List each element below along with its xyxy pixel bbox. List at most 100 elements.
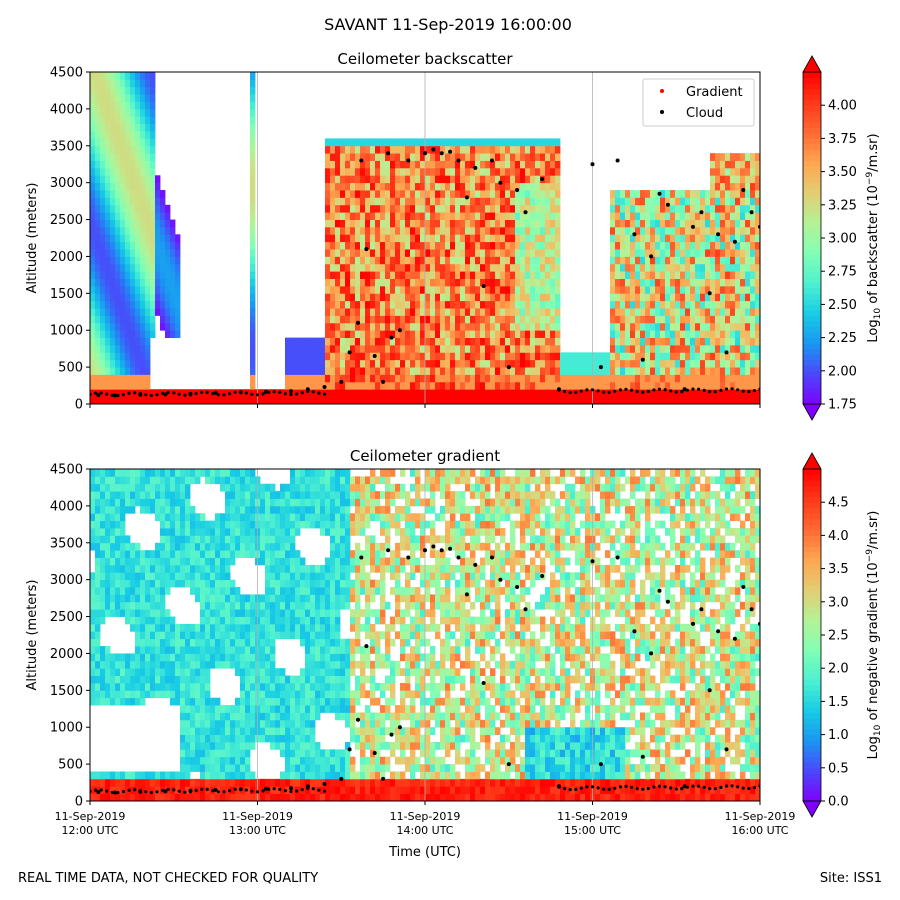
heatmap-cell (415, 374, 421, 383)
heatmap-cell (140, 337, 146, 346)
heatmap-cell (485, 389, 491, 398)
heatmap-cell (520, 396, 526, 404)
heatmap-cell (230, 764, 236, 772)
heatmap-cell (200, 719, 206, 728)
heatmap-cell (660, 389, 666, 398)
heatmap-cell (545, 308, 551, 316)
heatmap-cell (325, 182, 331, 191)
heatmap-cell (170, 300, 176, 309)
heatmap-cell (750, 175, 756, 184)
heatmap-cell (360, 381, 366, 390)
heatmap-cell (465, 241, 471, 250)
heatmap-cell (615, 300, 621, 309)
heatmap-cell (245, 741, 251, 750)
heatmap-cell (465, 396, 471, 404)
heatmap-cell (100, 322, 106, 331)
heatmap-cell (360, 190, 366, 198)
heatmap-cell (610, 219, 616, 228)
heatmap-cell (510, 344, 516, 353)
heatmap-cell (670, 352, 676, 361)
heatmap-cell (505, 300, 511, 309)
heatmap-cell (90, 771, 96, 780)
heatmap-cell (725, 175, 731, 184)
heatmap-cell (480, 197, 486, 206)
heatmap-cell (685, 234, 691, 243)
heatmap-cell (290, 396, 296, 404)
heatmap-cell (625, 190, 631, 198)
heatmap-cell (330, 160, 336, 169)
heatmap-cell (695, 330, 701, 338)
heatmap-cell (285, 381, 291, 390)
heatmap-cell (250, 668, 256, 676)
heatmap-cell (625, 389, 631, 398)
heatmap-cell (120, 564, 126, 573)
heatmap-cell (755, 182, 760, 191)
heatmap-cell (190, 727, 196, 735)
heatmap-cell (95, 675, 101, 684)
heatmap-cell (425, 197, 431, 206)
heatmap-cell (340, 293, 346, 302)
heatmap-cell (95, 594, 101, 603)
heatmap-cell (640, 234, 646, 243)
heatmap-cell (330, 175, 336, 184)
heatmap-cell (225, 491, 231, 499)
heatmap-cell (420, 322, 426, 331)
heatmap-cell (135, 587, 141, 595)
heatmap-cell (720, 389, 726, 398)
heatmap-cell (355, 153, 361, 161)
heatmap-cell (455, 389, 461, 398)
heatmap-cell (430, 352, 436, 361)
heatmap-cell (160, 646, 166, 654)
cloud-point (741, 188, 746, 192)
heatmap-cell (140, 182, 146, 191)
heatmap-cell (290, 367, 296, 375)
heatmap-cell (200, 690, 206, 699)
heatmap-cell (620, 322, 626, 331)
heatmap-cell (230, 778, 236, 787)
heatmap-cell (90, 587, 96, 595)
heatmap-cell (525, 182, 531, 191)
heatmap-cell (180, 389, 186, 398)
heatmap-cell (500, 256, 506, 265)
heatmap-cell (410, 330, 416, 338)
heatmap-cell (650, 263, 656, 272)
heatmap-cell (165, 241, 171, 250)
heatmap-cell (495, 263, 501, 272)
heatmap-cell (450, 197, 456, 206)
heatmap-cell (110, 491, 116, 499)
heatmap-cell (500, 249, 506, 257)
heatmap-cell (100, 594, 106, 603)
heatmap-cell (380, 204, 386, 213)
cloud-point (613, 389, 617, 393)
heatmap-cell (475, 285, 481, 294)
heatmap-cell (185, 520, 191, 529)
heatmap-cell (755, 337, 760, 346)
heatmap-cell (750, 374, 756, 383)
heatmap-cell (135, 219, 141, 228)
heatmap-cell (490, 359, 496, 368)
heatmap-cell (95, 557, 101, 566)
heatmap-cell (505, 212, 511, 220)
heatmap-cell (490, 389, 496, 398)
heatmap-cell (235, 505, 241, 514)
heatmap-cell (740, 352, 746, 361)
heatmap-cell (335, 197, 341, 206)
heatmap-cell (330, 300, 336, 309)
heatmap-cell (135, 344, 141, 353)
heatmap-cell (145, 145, 151, 154)
heatmap-cell (360, 167, 366, 176)
heatmap-cell (625, 249, 631, 257)
heatmap-cell (650, 256, 656, 265)
heatmap-cell (495, 256, 501, 265)
cloud-point (752, 389, 757, 393)
heatmap-cell (745, 337, 751, 346)
heatmap-cell (445, 330, 451, 338)
heatmap-cell (95, 564, 101, 573)
heatmap-cell (690, 219, 696, 228)
heatmap-cell (245, 491, 251, 499)
heatmap-cell (125, 219, 131, 228)
heatmap-cell (545, 204, 551, 213)
heatmap-cell (195, 741, 201, 750)
heatmap-cell (515, 175, 521, 184)
heatmap-cell (555, 271, 561, 279)
